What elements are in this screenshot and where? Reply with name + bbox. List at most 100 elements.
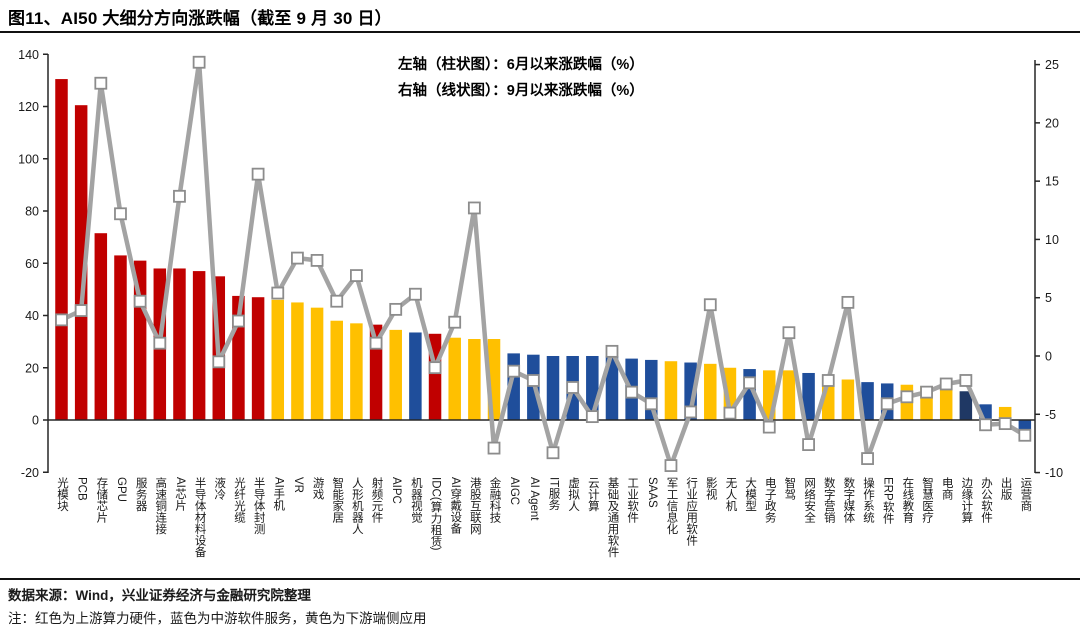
right-axis-tick-label: 5	[1045, 291, 1052, 305]
bar	[546, 355, 560, 420]
left-axis-tick-label: -20	[21, 466, 39, 480]
line-marker	[251, 167, 265, 181]
left-axis-tick-label: 40	[25, 309, 39, 323]
line-marker	[585, 410, 599, 424]
line-marker	[408, 287, 422, 301]
line-marker	[979, 418, 992, 432]
right-axis-tick-label: 20	[1045, 116, 1059, 130]
right-axis-tick-label: -10	[1045, 466, 1063, 480]
legend-right-axis: 右轴（线状图）：9月以来涨跌幅（%）	[398, 83, 644, 99]
bar	[802, 372, 815, 420]
line-marker	[74, 304, 88, 317]
line-marker	[782, 326, 796, 340]
line-marker	[291, 251, 304, 265]
line-marker	[743, 376, 756, 390]
line-marker	[212, 355, 226, 369]
line-marker	[349, 269, 363, 282]
line-marker	[232, 314, 245, 328]
line-marker	[114, 207, 127, 221]
line-marker	[271, 286, 285, 300]
line-marker	[625, 385, 639, 399]
line-marker	[920, 385, 933, 399]
line-marker	[428, 361, 442, 375]
bar	[664, 361, 678, 420]
line-marker	[173, 189, 186, 203]
left-axis-tick-label: 0	[32, 414, 39, 428]
bar	[389, 329, 402, 420]
bar	[704, 363, 717, 420]
bar	[271, 299, 285, 420]
line-marker	[959, 374, 973, 387]
line-marker	[880, 397, 894, 411]
right-axis-tick-label: -5	[1045, 408, 1056, 422]
right-axis-tick-label: 0	[1045, 350, 1052, 364]
line-marker	[369, 336, 383, 350]
line-marker	[998, 417, 1012, 431]
bar	[782, 370, 796, 420]
line-marker	[389, 302, 403, 316]
line-marker	[939, 377, 953, 391]
bar	[310, 307, 324, 420]
left-axis-tick-label: 140	[18, 48, 39, 62]
bar	[55, 79, 68, 420]
line-marker	[133, 294, 147, 308]
bar	[959, 391, 973, 420]
line-marker	[644, 397, 658, 411]
line-marker	[664, 459, 678, 472]
line-marker	[192, 55, 206, 69]
line-marker	[723, 406, 737, 420]
right-axis-tick-label: 10	[1045, 233, 1059, 247]
legend-left-axis: 左轴（柱状图）：6月以来涨跌幅（%）	[398, 57, 644, 73]
line-marker	[55, 313, 68, 327]
bar	[350, 323, 363, 420]
line-marker	[546, 446, 560, 460]
bar	[114, 255, 127, 420]
bar	[251, 297, 265, 420]
line-marker	[900, 390, 914, 404]
bar	[409, 332, 422, 420]
line-marker	[802, 438, 815, 451]
bar	[74, 105, 88, 420]
left-axis-tick-label: 20	[25, 361, 39, 375]
bar	[1018, 420, 1032, 430]
line-marker	[507, 364, 521, 378]
chart-legend: 左轴（柱状图）：6月以来涨跌幅（%） 右轴（线状图）：9月以来涨跌幅（%）	[398, 52, 644, 104]
left-axis-tick-label: 100	[18, 152, 39, 166]
color-note-text: 注：红色为上游算力硬件，蓝色为中游软件服务，黄色为下游端侧应用	[8, 611, 427, 626]
bar	[468, 339, 481, 420]
right-axis-tick-label: 15	[1045, 175, 1059, 189]
left-axis-tick-label: 120	[18, 100, 39, 114]
bar	[291, 302, 304, 420]
line-marker	[310, 254, 324, 267]
line-marker	[487, 441, 501, 455]
bar	[861, 382, 874, 420]
title-divider	[0, 31, 1080, 33]
left-axis-tick-label: 60	[25, 257, 39, 271]
bar	[939, 383, 953, 420]
line-marker	[762, 420, 776, 434]
page-title: 图11、AI50 大细分方向涨跌幅（截至 9 月 30 日）	[8, 9, 392, 28]
line-marker	[467, 201, 481, 215]
line-marker	[684, 405, 698, 419]
line-marker	[153, 336, 167, 350]
bar	[173, 268, 186, 420]
left-axis-tick-label: 80	[25, 205, 39, 219]
line-marker	[526, 374, 540, 387]
data-source-text: 数据来源：Wind，兴业证券经济与金融研究院整理	[8, 588, 311, 603]
bar	[330, 320, 343, 420]
bar	[94, 233, 108, 420]
bar	[998, 406, 1012, 420]
line-marker	[841, 295, 855, 309]
line-marker	[861, 452, 874, 465]
line-marker	[330, 294, 344, 308]
bar	[192, 271, 206, 420]
chart-area: 140 120 100 80 60 40 20 0 -20 25 20 15 10 5 0 -5 -10	[18, 48, 1063, 480]
bar	[448, 337, 461, 420]
line-marker	[1018, 428, 1032, 442]
line-marker	[605, 344, 619, 358]
line-marker	[821, 374, 835, 387]
bar	[841, 379, 855, 420]
footer-divider	[0, 578, 1080, 580]
line-marker	[703, 298, 717, 312]
